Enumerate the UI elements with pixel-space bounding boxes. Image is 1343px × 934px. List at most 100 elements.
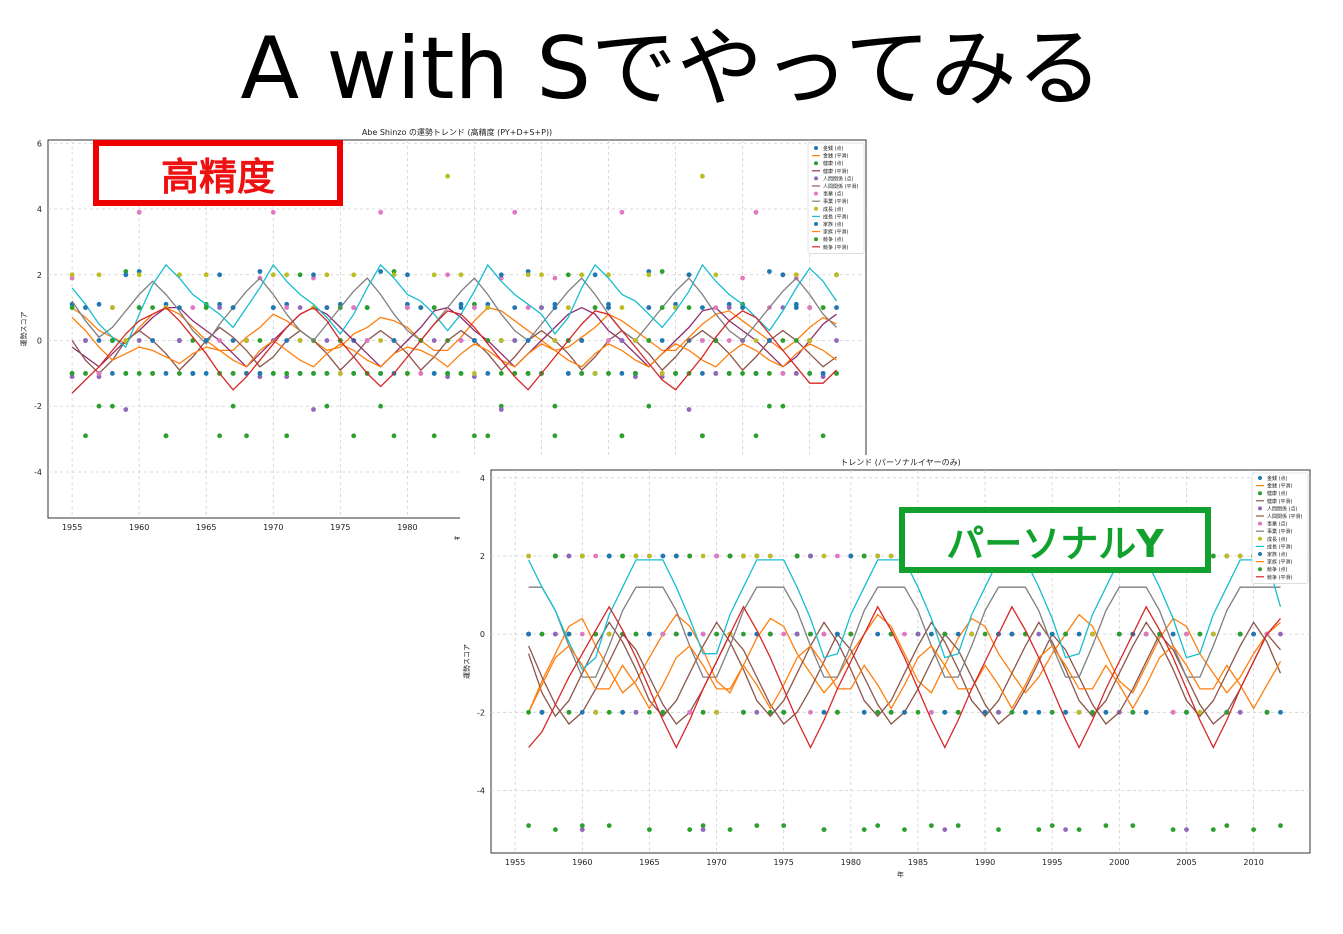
- series-point: [96, 301, 102, 307]
- high-precision-label-box: 高精度: [93, 140, 343, 206]
- series-point: [110, 305, 115, 310]
- x-tick-label: 1970: [263, 523, 283, 532]
- series-point: [351, 433, 357, 439]
- series-point: [753, 338, 759, 343]
- series-point: [700, 173, 705, 179]
- legend-point-swatch: [814, 191, 818, 196]
- series-point: [284, 371, 290, 376]
- series-point: [405, 301, 410, 307]
- series-point: [807, 305, 813, 310]
- series-point: [458, 371, 464, 376]
- series-point: [955, 709, 961, 715]
- series-point: [659, 269, 665, 274]
- series-point: [593, 553, 599, 559]
- legend-entry: 家族 (点): [1267, 551, 1288, 558]
- series-point: [781, 709, 787, 715]
- series-point: [902, 827, 907, 832]
- legend-point-swatch: [814, 176, 818, 181]
- series-point: [284, 272, 290, 278]
- series-point: [727, 553, 733, 559]
- legend-entry: 競争 (点): [1267, 566, 1288, 573]
- series-point: [1063, 709, 1068, 715]
- series-line: [527, 621, 1282, 718]
- series-point: [700, 553, 706, 559]
- slide-title: A with Sでやってみる: [240, 19, 1103, 119]
- series-point: [780, 403, 786, 409]
- series-point: [1237, 631, 1243, 637]
- series-point: [230, 338, 236, 343]
- series-point: [646, 305, 652, 310]
- series-point: [767, 269, 772, 274]
- series-point: [83, 433, 88, 439]
- series-point: [378, 403, 383, 409]
- series-point: [270, 371, 276, 376]
- series-point: [163, 433, 169, 439]
- series-point: [136, 305, 142, 310]
- series-point: [633, 709, 639, 715]
- legend-point-swatch: [814, 146, 818, 150]
- legend-entry: 成長 (平滑): [1267, 543, 1293, 550]
- x-tick-label: 1980: [397, 523, 417, 532]
- series-point: [525, 371, 531, 376]
- series-point: [713, 371, 719, 376]
- series-point: [1130, 823, 1136, 828]
- series-point: [472, 433, 477, 439]
- series-point: [150, 338, 156, 343]
- series-point: [391, 433, 397, 439]
- series-point: [552, 338, 558, 343]
- series-point: [270, 272, 276, 278]
- series-point: [1116, 631, 1122, 637]
- series-point: [552, 433, 558, 439]
- x-tick-label: 1975: [330, 523, 350, 532]
- series-point: [726, 305, 732, 310]
- series-point: [351, 371, 357, 376]
- series-point: [1251, 827, 1256, 832]
- legend-entry: 事業 (平滑): [1267, 528, 1293, 535]
- series-point: [821, 553, 827, 559]
- series-point: [740, 371, 745, 376]
- series-point: [284, 305, 290, 310]
- series-point: [284, 374, 290, 380]
- series-group: [526, 553, 1283, 832]
- series-point: [741, 709, 746, 715]
- series-point: [781, 631, 787, 637]
- series-point: [780, 338, 786, 343]
- series-point: [311, 371, 316, 376]
- legend-entry: 競争 (点): [823, 236, 844, 243]
- series-point: [619, 338, 625, 343]
- series-point: [700, 433, 705, 439]
- series-point: [727, 827, 733, 832]
- series-point: [646, 272, 652, 278]
- series-point: [700, 631, 706, 637]
- series-point: [69, 305, 75, 310]
- series-point: [1278, 631, 1283, 637]
- series-point: [324, 338, 330, 343]
- y-tick-label: 4: [480, 474, 485, 483]
- series-point: [793, 301, 799, 307]
- series-point: [351, 272, 357, 278]
- series-point: [1197, 709, 1203, 715]
- series-line: [71, 306, 837, 394]
- series-point: [418, 371, 424, 376]
- series-point: [1224, 709, 1230, 715]
- x-tick-label: 1990: [975, 858, 995, 867]
- series-point: [1210, 631, 1216, 637]
- personal-year-label-box: パーソナルY: [899, 507, 1211, 573]
- series-point: [633, 374, 638, 380]
- y-tick-label: -4: [477, 786, 485, 795]
- series-point: [647, 827, 652, 832]
- series-point: [808, 631, 813, 637]
- series-point: [96, 338, 102, 343]
- legend-entry: 事業 (点): [823, 191, 844, 198]
- series-point: [606, 272, 611, 278]
- series-point: [364, 338, 370, 343]
- series-point: [378, 209, 383, 215]
- series-point: [807, 338, 813, 343]
- legend-entry: 人間関係 (点): [823, 175, 854, 182]
- series-line: [528, 605, 1281, 749]
- y-tick-label: 2: [37, 271, 42, 280]
- series-point: [673, 631, 679, 637]
- x-tick-label: 2010: [1243, 858, 1263, 867]
- series-point: [1278, 709, 1283, 715]
- series-point: [793, 305, 799, 310]
